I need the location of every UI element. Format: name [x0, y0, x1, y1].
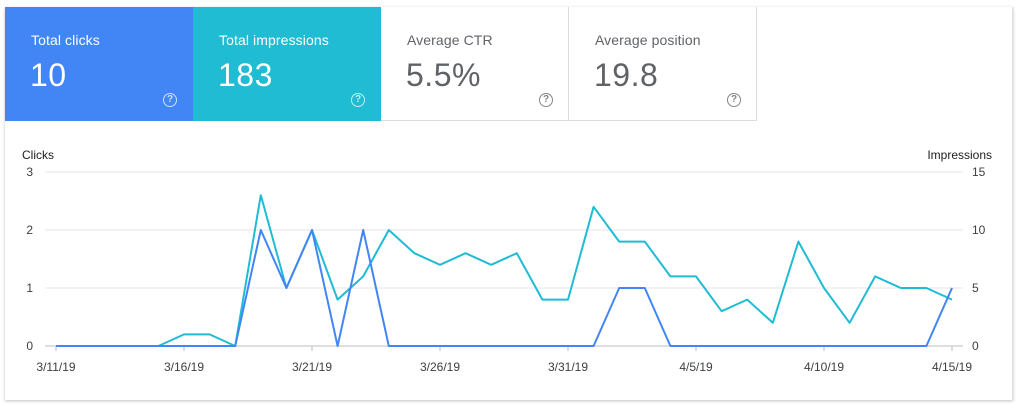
- metric-tile-total-clicks[interactable]: Total clicks 10 ?: [5, 7, 193, 121]
- metric-tile-average-position[interactable]: Average position 19.8 ?: [569, 7, 757, 121]
- metric-label: Total clicks: [31, 32, 100, 48]
- chart-lines: [56, 194, 953, 347]
- y-tick-label-left: 2: [26, 223, 33, 237]
- y-axis-label-right: Impressions: [927, 148, 992, 162]
- y-axis-label-left: Clicks: [22, 148, 54, 162]
- x-tick-label: 3/21/19: [292, 360, 332, 374]
- y-tick-label-left: 0: [26, 339, 33, 353]
- metric-tile-average-ctr[interactable]: Average CTR 5.5% ?: [381, 7, 569, 121]
- metric-value: 10: [30, 57, 67, 93]
- x-tick-label: 3/31/19: [548, 360, 588, 374]
- y-tick-label-right: 0: [972, 339, 979, 353]
- x-tick-label: 3/26/19: [420, 360, 460, 374]
- y-tick-label-right: 5: [972, 281, 979, 295]
- metric-label: Average CTR: [407, 32, 493, 48]
- metric-label: Total impressions: [219, 32, 329, 48]
- help-circle-icon[interactable]: ?: [163, 93, 177, 107]
- y-ticks-right: 0 5 10 15: [972, 165, 986, 353]
- x-tick-label: 4/5/19: [679, 360, 713, 374]
- x-tick-label: 3/11/19: [36, 360, 75, 374]
- help-circle-icon[interactable]: ?: [539, 93, 553, 107]
- metric-value: 5.5%: [406, 57, 481, 93]
- help-circle-icon[interactable]: ?: [351, 93, 365, 107]
- x-tick-label: 3/16/19: [164, 360, 204, 374]
- x-ticks: 3/11/19 3/16/19 3/21/19 3/26/19 3/31/19 4/5/1…: [36, 346, 972, 374]
- metric-value: 19.8: [594, 57, 659, 93]
- y-ticks-left: 0 1 2 3: [26, 165, 33, 353]
- metric-value: 183: [218, 57, 273, 93]
- y-tick-label-right: 10: [972, 223, 986, 237]
- series-line-clicks: [56, 229, 953, 347]
- help-circle-icon[interactable]: ?: [727, 93, 741, 107]
- metric-label: Average position: [595, 32, 701, 48]
- x-tick-label: 4/10/19: [804, 360, 844, 374]
- performance-card: Total clicks 10 ? Total impressions 183 …: [5, 7, 1013, 400]
- metric-tile-total-impressions[interactable]: Total impressions 183 ?: [193, 7, 381, 121]
- y-tick-label-right: 15: [972, 165, 986, 179]
- y-tick-label-left: 1: [26, 281, 33, 295]
- y-tick-label-left: 3: [26, 165, 33, 179]
- x-tick-label: 4/15/19: [932, 360, 972, 374]
- series-line-impressions: [56, 194, 953, 347]
